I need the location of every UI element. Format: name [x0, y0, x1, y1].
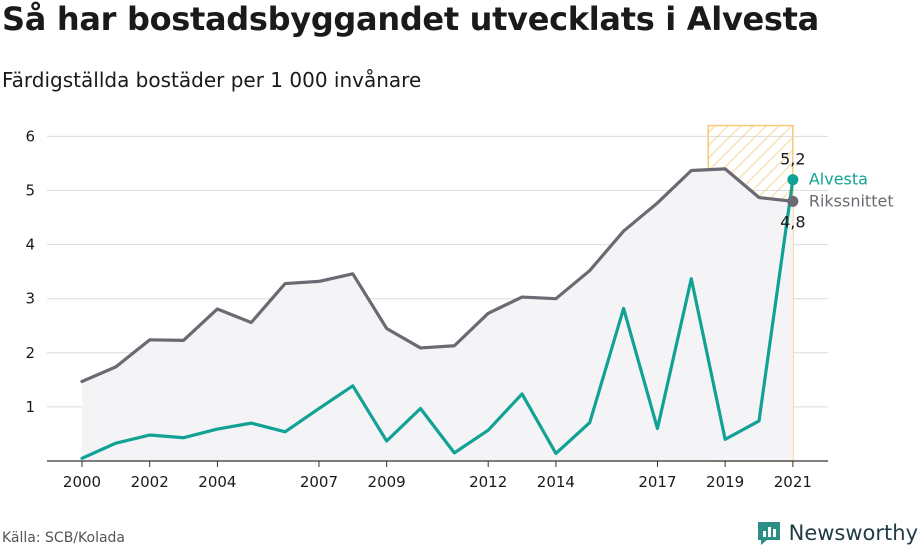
value-label-alvesta: 5,2 — [780, 150, 805, 169]
y-tick-label: 2 — [25, 344, 35, 362]
x-tick-label: 2000 — [63, 473, 101, 491]
x-tick-label: 2009 — [368, 473, 406, 491]
x-tick-label: 2002 — [131, 473, 169, 491]
newsworthy-logo-icon — [757, 522, 780, 545]
series-label-alvesta: Alvesta — [809, 170, 868, 189]
endpoint-rikssnittet — [787, 195, 799, 207]
y-tick-label: 3 — [25, 290, 35, 308]
series-line-rikssnittet — [80, 167, 795, 384]
x-tick-label: 2017 — [638, 473, 676, 491]
x-tick-label: 2021 — [774, 473, 812, 491]
y-tick-label: 1 — [25, 398, 35, 416]
riket-area — [82, 168, 793, 462]
series-line-alvesta — [80, 178, 795, 460]
chart-title: Så har bostadsbyggandet utvecklats i Alv… — [2, 0, 819, 38]
chart-subtitle: Färdigställda bostäder per 1 000 invånar… — [2, 68, 422, 92]
source-note: Källa: SCB/Kolada — [2, 530, 126, 546]
x-tick-label: 2004 — [198, 473, 236, 491]
series-label-rikssnittet: Rikssnittet — [809, 191, 894, 210]
brand-name: Newsworthy — [788, 521, 918, 545]
y-tick-label: 5 — [25, 182, 35, 200]
x-tick-label: 2019 — [706, 473, 744, 491]
line-chart: 1 2 3 4 5 6 2000 2002 2004 2007 2009 2012 2014 2017 20… — [25, 124, 894, 491]
x-tick-label: 2012 — [469, 473, 507, 491]
endpoint-alvesta — [787, 174, 799, 186]
value-label-rikssnittet: 4,8 — [780, 212, 805, 231]
y-tick-label: 4 — [25, 236, 35, 254]
y-tick-label: 6 — [25, 127, 35, 145]
newsworthy-logo: Newsworthy — [755, 518, 918, 548]
x-tick-label: 2007 — [300, 473, 338, 491]
x-tick-label: 2014 — [537, 473, 575, 491]
